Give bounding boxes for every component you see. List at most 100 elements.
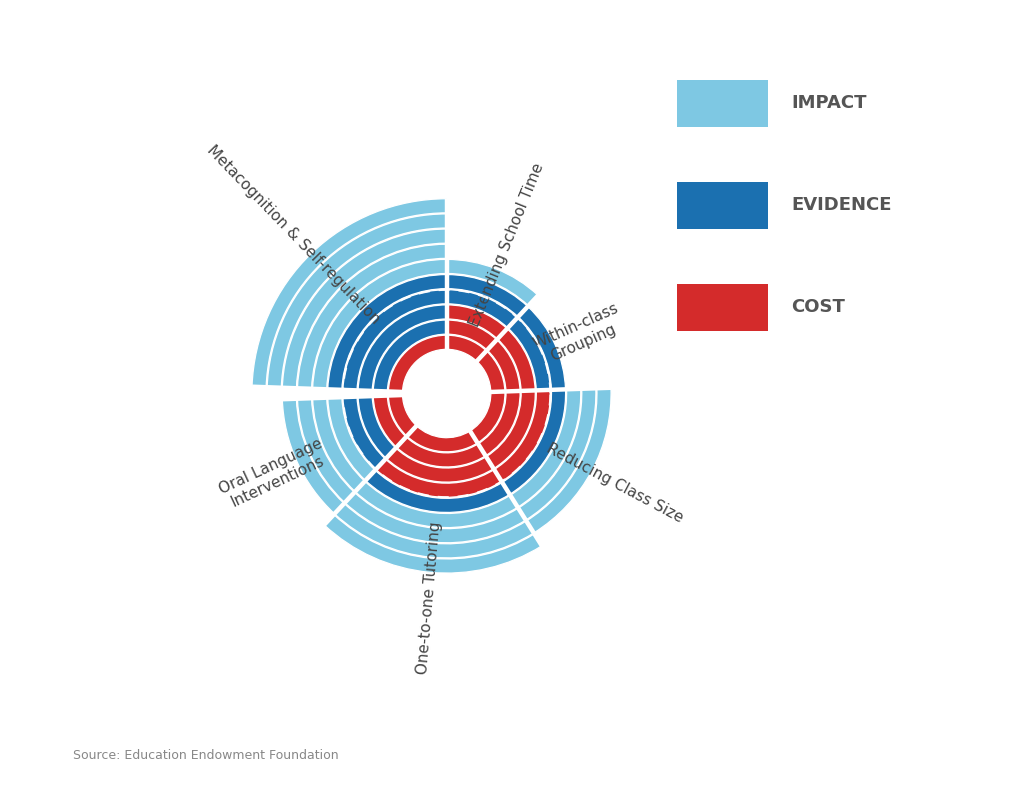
- Wedge shape: [328, 275, 446, 390]
- Wedge shape: [446, 320, 497, 350]
- Text: Source: Education Endowment Foundation: Source: Education Endowment Foundation: [73, 749, 339, 762]
- Wedge shape: [358, 305, 446, 391]
- Wedge shape: [446, 290, 517, 328]
- Wedge shape: [446, 305, 507, 339]
- Wedge shape: [407, 426, 477, 452]
- Wedge shape: [446, 320, 497, 350]
- Wedge shape: [283, 229, 446, 388]
- Wedge shape: [343, 397, 385, 469]
- Wedge shape: [446, 335, 486, 361]
- Circle shape: [404, 351, 489, 436]
- Wedge shape: [446, 290, 517, 328]
- Wedge shape: [376, 459, 502, 497]
- Wedge shape: [396, 437, 485, 467]
- Wedge shape: [487, 340, 520, 391]
- Wedge shape: [298, 244, 446, 389]
- Wedge shape: [388, 335, 446, 392]
- Wedge shape: [388, 335, 446, 392]
- Wedge shape: [325, 515, 542, 573]
- Wedge shape: [358, 305, 446, 391]
- Text: Oral Language
Interventions: Oral Language Interventions: [216, 436, 332, 512]
- Text: EVIDENCE: EVIDENCE: [792, 196, 892, 214]
- Wedge shape: [386, 448, 494, 482]
- Wedge shape: [502, 390, 565, 494]
- Wedge shape: [508, 318, 550, 390]
- Wedge shape: [518, 306, 565, 390]
- Wedge shape: [498, 329, 536, 391]
- Wedge shape: [345, 493, 525, 543]
- Wedge shape: [388, 395, 417, 436]
- Wedge shape: [502, 390, 565, 494]
- Wedge shape: [366, 470, 510, 512]
- Wedge shape: [486, 390, 536, 468]
- Wedge shape: [267, 214, 446, 388]
- Wedge shape: [487, 340, 520, 391]
- Wedge shape: [396, 437, 485, 467]
- Wedge shape: [343, 290, 446, 390]
- Wedge shape: [446, 275, 527, 317]
- FancyBboxPatch shape: [677, 283, 768, 331]
- Wedge shape: [373, 320, 446, 391]
- Wedge shape: [470, 391, 505, 443]
- Wedge shape: [478, 391, 520, 456]
- Wedge shape: [388, 395, 417, 436]
- Wedge shape: [446, 305, 507, 339]
- Wedge shape: [446, 275, 527, 317]
- Wedge shape: [446, 320, 497, 350]
- Wedge shape: [396, 437, 485, 467]
- Text: Extending School Time: Extending School Time: [467, 161, 547, 329]
- Wedge shape: [486, 390, 536, 468]
- Wedge shape: [446, 335, 486, 361]
- Wedge shape: [446, 260, 538, 305]
- Wedge shape: [386, 448, 494, 482]
- Wedge shape: [376, 459, 502, 497]
- Wedge shape: [495, 390, 551, 482]
- Wedge shape: [477, 351, 505, 392]
- Wedge shape: [355, 482, 518, 527]
- Wedge shape: [518, 388, 596, 520]
- Wedge shape: [526, 388, 611, 533]
- Wedge shape: [388, 395, 417, 436]
- Wedge shape: [312, 397, 365, 492]
- Wedge shape: [376, 459, 502, 497]
- Wedge shape: [283, 399, 344, 514]
- Wedge shape: [477, 351, 505, 392]
- Wedge shape: [358, 396, 396, 458]
- Wedge shape: [373, 396, 407, 447]
- Wedge shape: [478, 391, 520, 456]
- Wedge shape: [298, 398, 354, 503]
- Text: One-to-one Tutoring: One-to-one Tutoring: [415, 522, 442, 675]
- Wedge shape: [407, 426, 477, 452]
- Wedge shape: [328, 275, 446, 390]
- Wedge shape: [495, 390, 551, 482]
- Wedge shape: [388, 335, 446, 392]
- Wedge shape: [335, 504, 534, 558]
- Wedge shape: [373, 396, 407, 447]
- Wedge shape: [518, 306, 565, 390]
- Wedge shape: [312, 260, 446, 390]
- Wedge shape: [478, 391, 520, 456]
- Wedge shape: [495, 390, 551, 482]
- Wedge shape: [343, 290, 446, 390]
- Wedge shape: [358, 396, 396, 458]
- Wedge shape: [486, 390, 536, 468]
- Text: Reducing Class Size: Reducing Class Size: [544, 441, 686, 526]
- Text: Within-class
Grouping: Within-class Grouping: [530, 301, 628, 368]
- Wedge shape: [373, 396, 407, 447]
- Wedge shape: [498, 329, 536, 391]
- Wedge shape: [328, 397, 375, 481]
- Text: Metacognition & Self-regulation: Metacognition & Self-regulation: [204, 142, 383, 327]
- Text: IMPACT: IMPACT: [792, 94, 866, 113]
- Wedge shape: [510, 389, 581, 508]
- Wedge shape: [470, 391, 505, 443]
- Wedge shape: [366, 470, 510, 512]
- FancyBboxPatch shape: [677, 182, 768, 229]
- Wedge shape: [252, 199, 446, 387]
- Wedge shape: [446, 335, 486, 361]
- FancyBboxPatch shape: [677, 79, 768, 127]
- Wedge shape: [446, 305, 507, 339]
- Wedge shape: [487, 340, 520, 391]
- Wedge shape: [407, 426, 477, 452]
- Wedge shape: [373, 320, 446, 391]
- Wedge shape: [470, 391, 505, 443]
